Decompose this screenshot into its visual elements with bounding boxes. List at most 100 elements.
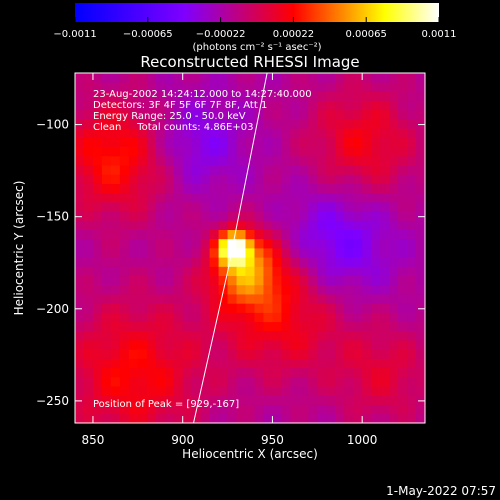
heatmap-cell bbox=[218, 174, 228, 184]
heatmap-cell bbox=[245, 201, 255, 212]
footer-timestamp: 1-May-2022 07:57 bbox=[386, 484, 496, 498]
heatmap-cell bbox=[128, 192, 139, 203]
heatmap-cell bbox=[254, 395, 264, 405]
heatmap-cell bbox=[407, 73, 417, 83]
heatmap-cell bbox=[308, 395, 318, 405]
heatmap-cell bbox=[75, 82, 85, 92]
heatmap-cell bbox=[290, 257, 300, 267]
heatmap-cell bbox=[155, 155, 166, 166]
heatmap-cell bbox=[371, 321, 381, 332]
heatmap-cell bbox=[110, 73, 121, 83]
heatmap-cell bbox=[200, 73, 211, 83]
heatmap-cell bbox=[353, 183, 363, 194]
heatmap-cell bbox=[326, 303, 336, 313]
heatmap-cell bbox=[92, 257, 103, 267]
heatmap-cell bbox=[128, 303, 139, 313]
heatmap-cell bbox=[380, 340, 390, 350]
heatmap-cell bbox=[137, 165, 148, 175]
heatmap-cell bbox=[281, 340, 291, 350]
heatmap-cell bbox=[335, 155, 345, 166]
heatmap-cell bbox=[245, 229, 255, 240]
heatmap-cell bbox=[218, 358, 228, 369]
heatmap-cell bbox=[137, 174, 148, 184]
heatmap-cell bbox=[236, 91, 246, 102]
heatmap-cell bbox=[182, 100, 193, 111]
heatmap-cell bbox=[254, 303, 264, 313]
heatmap-cell bbox=[92, 119, 103, 129]
heatmap-cell bbox=[326, 413, 336, 423]
heatmap-cell bbox=[290, 109, 300, 120]
heatmap-cell bbox=[137, 192, 148, 203]
heatmap-cell bbox=[371, 119, 381, 129]
heatmap-cell bbox=[236, 229, 246, 240]
heatmap-cell bbox=[83, 294, 94, 304]
heatmap-cell bbox=[245, 165, 255, 175]
heatmap-cell bbox=[101, 220, 112, 230]
heatmap-cell bbox=[164, 165, 175, 175]
heatmap-cell bbox=[92, 413, 103, 423]
heatmap-cell bbox=[353, 404, 363, 415]
heatmap-cell bbox=[218, 165, 228, 175]
heatmap-cell bbox=[389, 312, 399, 323]
heatmap-cell bbox=[164, 284, 175, 295]
heatmap-cell bbox=[173, 201, 184, 212]
heatmap-cell bbox=[101, 321, 112, 332]
heatmap-cell bbox=[281, 183, 291, 194]
heatmap-cell bbox=[335, 367, 345, 378]
heatmap-cell bbox=[101, 109, 112, 120]
heatmap-cell bbox=[182, 303, 193, 313]
heatmap-cell bbox=[380, 413, 390, 423]
heatmap-cell bbox=[380, 284, 390, 295]
heatmap-cell bbox=[263, 119, 273, 129]
heatmap-cell bbox=[290, 248, 300, 258]
heatmap-cell bbox=[164, 155, 175, 166]
heatmap-cell bbox=[83, 386, 94, 396]
heatmap-cell bbox=[353, 358, 363, 369]
heatmap-cell bbox=[101, 330, 112, 341]
heatmap-cell bbox=[398, 229, 408, 240]
heatmap-cell bbox=[362, 257, 372, 267]
heatmap-cell bbox=[344, 376, 354, 387]
heatmap-cell bbox=[290, 330, 300, 341]
heatmap-cell bbox=[173, 100, 184, 111]
heatmap-cell bbox=[137, 386, 148, 396]
heatmap-cell bbox=[407, 321, 417, 332]
heatmap-cell bbox=[416, 183, 425, 194]
heatmap-cell bbox=[209, 229, 219, 240]
heatmap-cell bbox=[353, 294, 363, 304]
heatmap-cell bbox=[362, 413, 372, 423]
heatmap-cell bbox=[254, 340, 264, 350]
heatmap-cell bbox=[83, 284, 94, 295]
heatmap-cell bbox=[110, 238, 121, 249]
heatmap-cell bbox=[92, 330, 103, 341]
heatmap-cell bbox=[398, 413, 408, 423]
heatmap-cell bbox=[209, 201, 219, 212]
heatmap-cell bbox=[308, 358, 318, 369]
heatmap-cell bbox=[416, 257, 425, 267]
heatmap-cell bbox=[101, 376, 112, 387]
heatmap-cell bbox=[101, 128, 112, 138]
heatmap-cell bbox=[101, 358, 112, 369]
heatmap-cell bbox=[128, 82, 139, 92]
heatmap-cell bbox=[263, 303, 273, 313]
heatmap-cell bbox=[200, 330, 211, 341]
heatmap-cell bbox=[263, 100, 273, 111]
heatmap-cell bbox=[128, 376, 139, 387]
heatmap-cell bbox=[281, 330, 291, 341]
heatmap-cell bbox=[137, 137, 148, 148]
heatmap-cell bbox=[371, 109, 381, 120]
heatmap-cell bbox=[299, 238, 309, 249]
heatmap-cell bbox=[389, 413, 399, 423]
heatmap-cell bbox=[200, 201, 211, 212]
heatmap-cell bbox=[245, 192, 255, 203]
heatmap-cell bbox=[389, 248, 399, 258]
heatmap-cell bbox=[173, 82, 184, 92]
heatmap-cell bbox=[398, 146, 408, 157]
heatmap-cell bbox=[416, 165, 425, 175]
heatmap-cell bbox=[335, 275, 345, 286]
heatmap-cell bbox=[290, 312, 300, 323]
heatmap-cell bbox=[92, 82, 103, 92]
heatmap-cell bbox=[299, 146, 309, 157]
heatmap-cell bbox=[254, 137, 264, 148]
heatmap-cell bbox=[128, 386, 139, 396]
